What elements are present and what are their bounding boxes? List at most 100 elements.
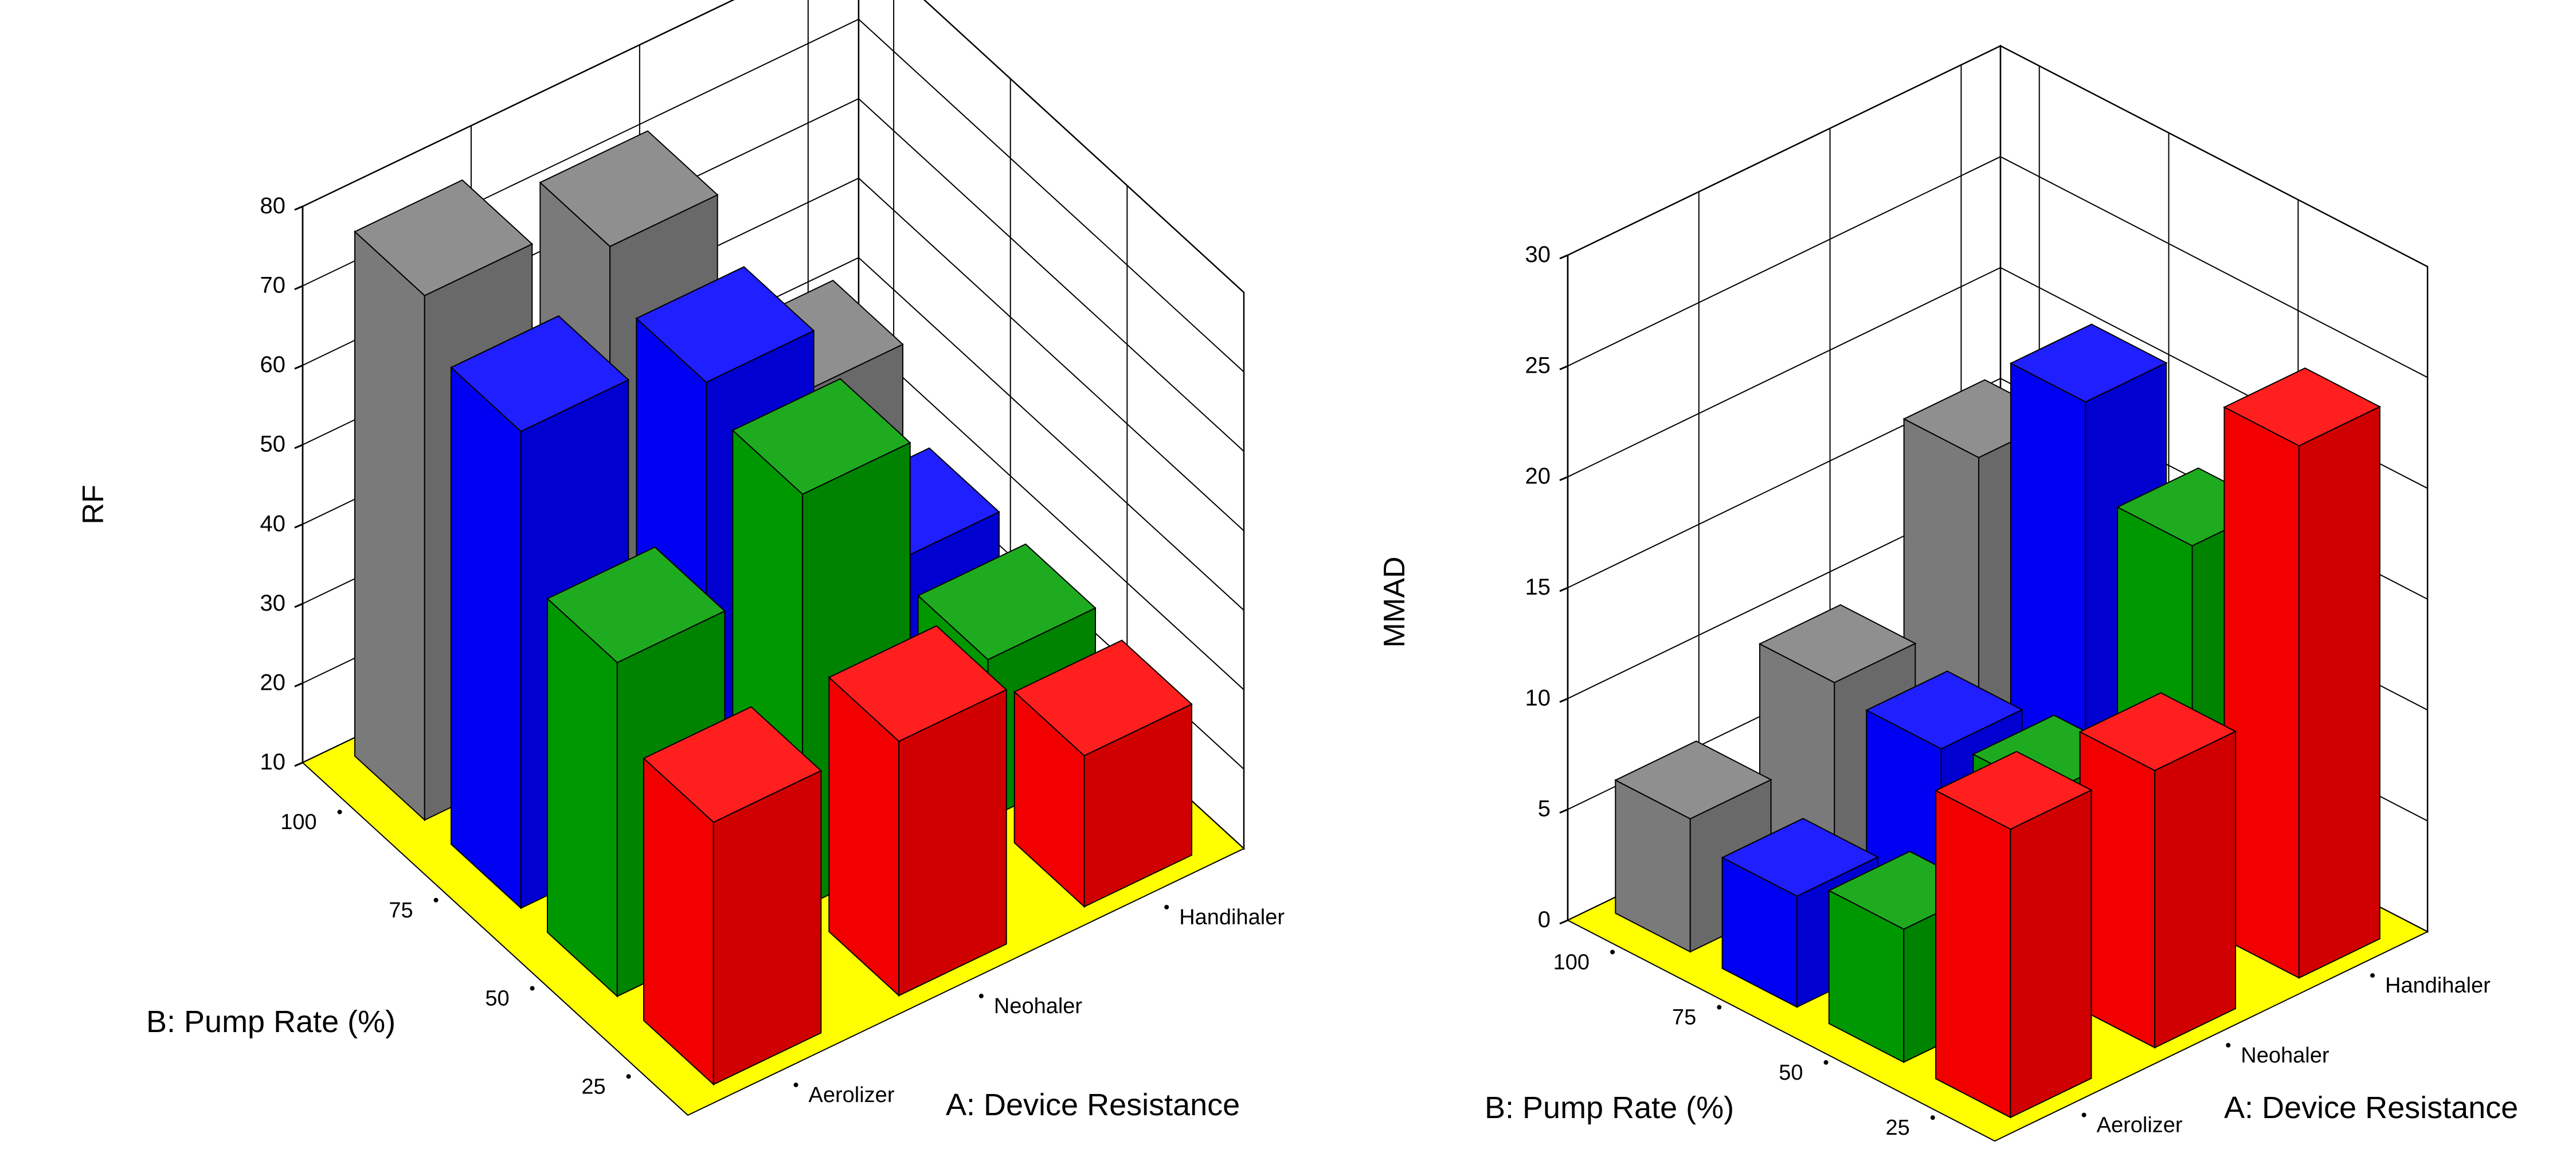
bar-25-aerolizer (643, 706, 823, 1086)
z-tick-label: 10 (1525, 685, 1551, 710)
bar-face-top (1934, 751, 2093, 830)
bar-face-top (2223, 367, 2381, 447)
gridline-z (1567, 156, 2428, 378)
bar-25-handihaler (2223, 367, 2381, 979)
bar-face-top (539, 130, 719, 247)
y-category-label: 75 (1672, 1006, 1696, 1030)
y-axis: 25 50 75 100 B: Pump Rate (%) (1485, 950, 1935, 1140)
gridline-z (302, 0, 1244, 293)
x-axis-title: A: Device Resistance (2224, 1091, 2518, 1125)
y-tick-mark (1610, 950, 1615, 955)
z-tick-label: 80 (260, 193, 286, 218)
bars (354, 130, 1193, 1086)
z-tick-mark (294, 205, 303, 211)
gridline-z (302, 18, 1244, 373)
bar-25-aerolizer (1934, 751, 2093, 1119)
z-tick-mark (1559, 476, 1568, 482)
z-tick-mark (294, 682, 303, 687)
z-tick-label: 20 (1525, 464, 1551, 489)
bar-25-neohaler (828, 625, 1008, 997)
x-axis: Aerolizer Neohaler Handihaler A: Device Res… (793, 905, 1285, 1122)
bar-face-right (2298, 405, 2381, 979)
y-category-label: 100 (1553, 950, 1590, 974)
y-axis-title: B: Pump Rate (%) (1485, 1091, 1734, 1125)
y-axis-title: B: Pump Rate (%) (146, 1005, 396, 1039)
y-tick-mark (433, 897, 439, 902)
bar-face-top (643, 706, 823, 823)
bar-face-right (2010, 789, 2092, 1119)
y-category-label: 25 (1885, 1116, 1909, 1140)
y-tick-mark (337, 810, 342, 815)
bar-face-top (546, 546, 726, 663)
y-category-label: 100 (280, 810, 316, 834)
z-tick-mark (294, 523, 303, 529)
bar-face-left (1935, 790, 2011, 1119)
bar-face-left (547, 597, 618, 998)
x-category-label: Aerolizer (2097, 1114, 2183, 1138)
z-tick-label: 5 (1538, 796, 1551, 822)
bar-25-neohaler (2078, 692, 2237, 1049)
bar-face-top (1013, 639, 1193, 757)
bar-100-aerolizer (1614, 740, 1772, 953)
z-tick-label: 10 (260, 749, 286, 775)
bar-face-left (451, 366, 522, 910)
z-tick-mark (1559, 919, 1568, 925)
z-tick-label: 30 (260, 591, 286, 616)
bar-face-top (1865, 670, 2023, 750)
z-tick-mark (294, 603, 303, 608)
z-axis-title: MMAD (1378, 557, 1411, 648)
bar-face-top (731, 378, 911, 495)
bars (1614, 323, 2381, 1119)
bar-face-top (450, 315, 630, 432)
bar-face-top (1614, 740, 1772, 820)
y-axis: 25 50 75 100 B: Pump Rate (%) (146, 810, 631, 1099)
x-category-label: Handihaler (1179, 905, 1285, 929)
y-tick-mark (1717, 1005, 1722, 1010)
z-tick-label: 70 (260, 273, 286, 298)
z-tick-label: 60 (260, 352, 286, 377)
z-tick-mark (1559, 365, 1568, 370)
bar-face-right (898, 689, 1007, 997)
y-tick-mark (1930, 1115, 1935, 1120)
y-category-label: 50 (485, 987, 509, 1011)
x-tick-mark (793, 1083, 798, 1088)
z-tick-mark (1559, 587, 1568, 592)
x-category-label: Handihaler (2385, 974, 2491, 998)
y-category-label: 75 (389, 898, 413, 923)
z-tick-label: 15 (1525, 575, 1551, 600)
bar-face-top (354, 179, 534, 296)
chart-mmad: 0 5 10 15 20 25 30 MMAD Aerolizer Neohaler Handiha… (1378, 44, 2518, 1142)
z-axis-title: RF (77, 485, 110, 524)
x-axis-title: A: Device Resistance (946, 1088, 1240, 1122)
gridline-z (1567, 45, 2428, 267)
bar-face-top (635, 266, 815, 383)
z-tick-mark (1559, 808, 1568, 814)
z-tick-label: 40 (260, 511, 286, 536)
x-tick-mark (2226, 1042, 2231, 1048)
bar-25-handihaler (1013, 639, 1193, 908)
chart-rf: 10 20 30 40 50 60 70 80 RF Aerolizer Neohaler Handi… (77, 0, 1285, 1122)
x-tick-mark (2370, 973, 2375, 978)
z-tick-mark (294, 444, 303, 450)
bar-face-left (354, 230, 425, 822)
x-tick-mark (978, 994, 984, 999)
x-tick-mark (1164, 905, 1169, 910)
bar-face-top (828, 625, 1008, 743)
x-tick-mark (2081, 1112, 2086, 1118)
y-tick-mark (530, 986, 535, 991)
y-category-label: 50 (1779, 1061, 1803, 1085)
z-tick-label: 20 (260, 670, 286, 695)
z-axis: 0 5 10 15 20 25 30 MMAD (1378, 242, 1569, 932)
x-category-label: Aerolizer (809, 1083, 895, 1107)
z-tick-mark (1559, 254, 1568, 260)
z-tick-mark (1559, 697, 1568, 703)
z-tick-label: 30 (1525, 242, 1551, 267)
bar-face-top (2009, 323, 2168, 403)
z-tick-mark (294, 761, 303, 767)
bar-face-top (917, 543, 1097, 661)
bar-face-top (1758, 604, 1917, 683)
z-tick-label: 25 (1525, 353, 1551, 378)
bar-face-top (1721, 818, 1880, 897)
bar-face-right (2154, 730, 2236, 1049)
